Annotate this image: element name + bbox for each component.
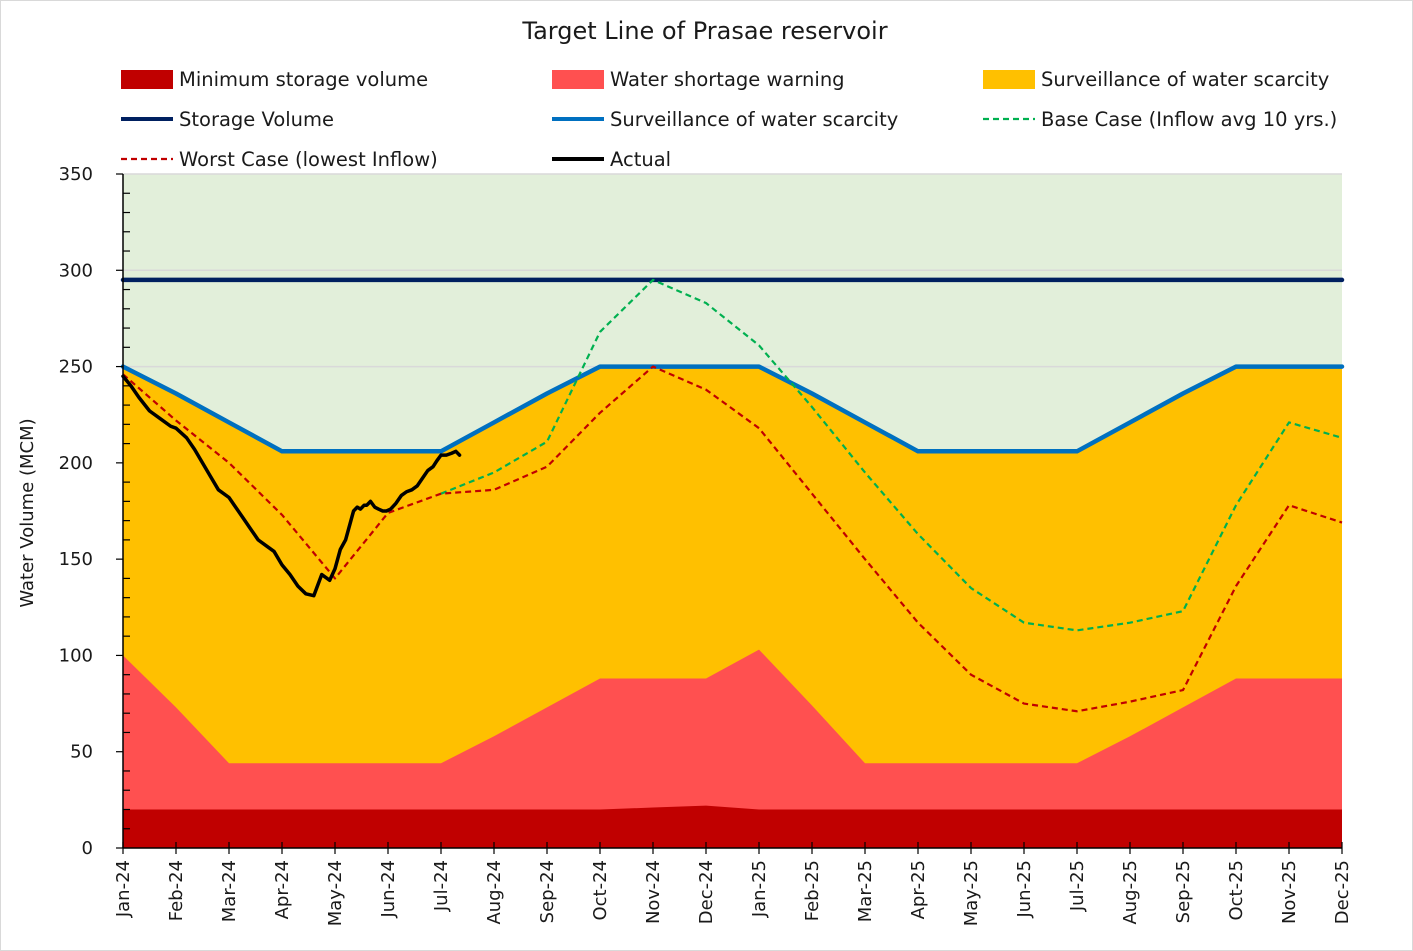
plot-area [120,173,1345,848]
legend-swatch [552,70,604,89]
x-tick-label-dec-25: Dec-25 [1332,860,1353,924]
x-tick-label-dec-24: Dec-24 [696,860,717,924]
x-tick-label-may-25: May-25 [961,860,982,926]
x-tick-label-apr-24: Apr-24 [272,860,293,919]
line-worst-case-lowest-inflow-6 [122,365,1343,713]
legend-item-surveillance-of-water-scarcity-4: Surveillance of water scarcity [552,108,898,131]
legend-label: Base Case (Inflow avg 10 yrs.) [1041,108,1337,131]
y-tick-label-100: 100 [59,645,93,666]
x-tick-label-feb-25: Feb-25 [802,860,823,921]
x-tick-label-oct-24: Oct-24 [590,860,611,921]
y-tick-label-200: 200 [59,453,93,474]
axes: 0 50 100 150 200 250 300 350 Jan-24 Feb-24 Mar-24 A… [59,164,1353,926]
legend-item-actual-7: Actual [552,148,671,171]
legend-item-surveillance-of-water-scarcity-2: Surveillance of water scarcity [983,68,1329,91]
x-tick-label-jan-25: Jan-25 [749,860,770,918]
legend-label: Water shortage warning [610,68,845,91]
legend-label: Worst Case (lowest Inflow) [179,148,438,171]
x-tick-label-aug-24: Aug-24 [484,860,505,925]
x-tick-label-jan-24: Jan-24 [113,860,134,918]
y-tick-label-300: 300 [59,260,93,281]
y-tick-label-350: 350 [59,164,93,185]
legend-label: Surveillance of water scarcity [610,108,898,131]
x-tick-label-nov-24: Nov-24 [643,860,664,924]
legend: Minimum storage volume Water shortage war… [121,68,1337,171]
chart-title: Target Line of Prasae reservoir [521,17,887,45]
y-tick-label-250: 250 [59,357,93,378]
x-tick-label-oct-25: Oct-25 [1226,860,1247,921]
x-tick-label-mar-24: Mar-24 [219,860,240,922]
x-tick-label-jun-24: Jun-24 [378,860,399,919]
y-axis-title: Water Volume (MCM) [17,418,38,607]
area-water-shortage-warning [123,649,1342,848]
y-tick-label-150: 150 [59,549,93,570]
legend-swatch [121,70,173,89]
x-tick-label-apr-25: Apr-25 [908,860,929,919]
x-tick-label-feb-24: Feb-24 [166,860,187,921]
legend-label: Surveillance of water scarcity [1041,68,1329,91]
legend-label: Storage Volume [179,108,334,131]
x-tick-label-jun-25: Jun-25 [1014,860,1035,919]
legend-item-base-case-inflow-avg-10-yrs-5: Base Case (Inflow avg 10 yrs.) [983,108,1337,131]
x-tick-label-sep-24: Sep-24 [537,860,558,923]
x-tick-label-sep-25: Sep-25 [1173,860,1194,923]
legend-swatch [983,70,1035,89]
y-tick-label-0: 0 [82,838,93,859]
line-actual-7 [121,374,462,598]
area-surveillance-of-water-scarcity [123,366,1342,848]
legend-item-worst-case-lowest-inflow-6: Worst Case (lowest Inflow) [121,148,438,171]
legend-item-minimum-storage-volume-0: Minimum storage volume [121,68,428,91]
x-tick-label-jul-24: Jul-24 [431,860,452,912]
x-tick-label-aug-25: Aug-25 [1120,860,1141,925]
x-tick-label-may-24: May-24 [325,860,346,926]
legend-label: Minimum storage volume [179,68,428,91]
legend-item-storage-volume-3: Storage Volume [121,108,334,131]
x-tick-label-mar-25: Mar-25 [855,860,876,922]
area-minimum-storage-volume [123,805,1342,848]
x-tick-label-jul-25: Jul-25 [1067,860,1088,912]
legend-label: Actual [610,148,671,171]
legend-item-water-shortage-warning-1: Water shortage warning [552,68,845,91]
line-surveillance-of-water-scarcity-4 [120,364,1345,454]
y-tick-label-50: 50 [70,742,93,763]
x-tick-label-nov-25: Nov-25 [1279,860,1300,924]
